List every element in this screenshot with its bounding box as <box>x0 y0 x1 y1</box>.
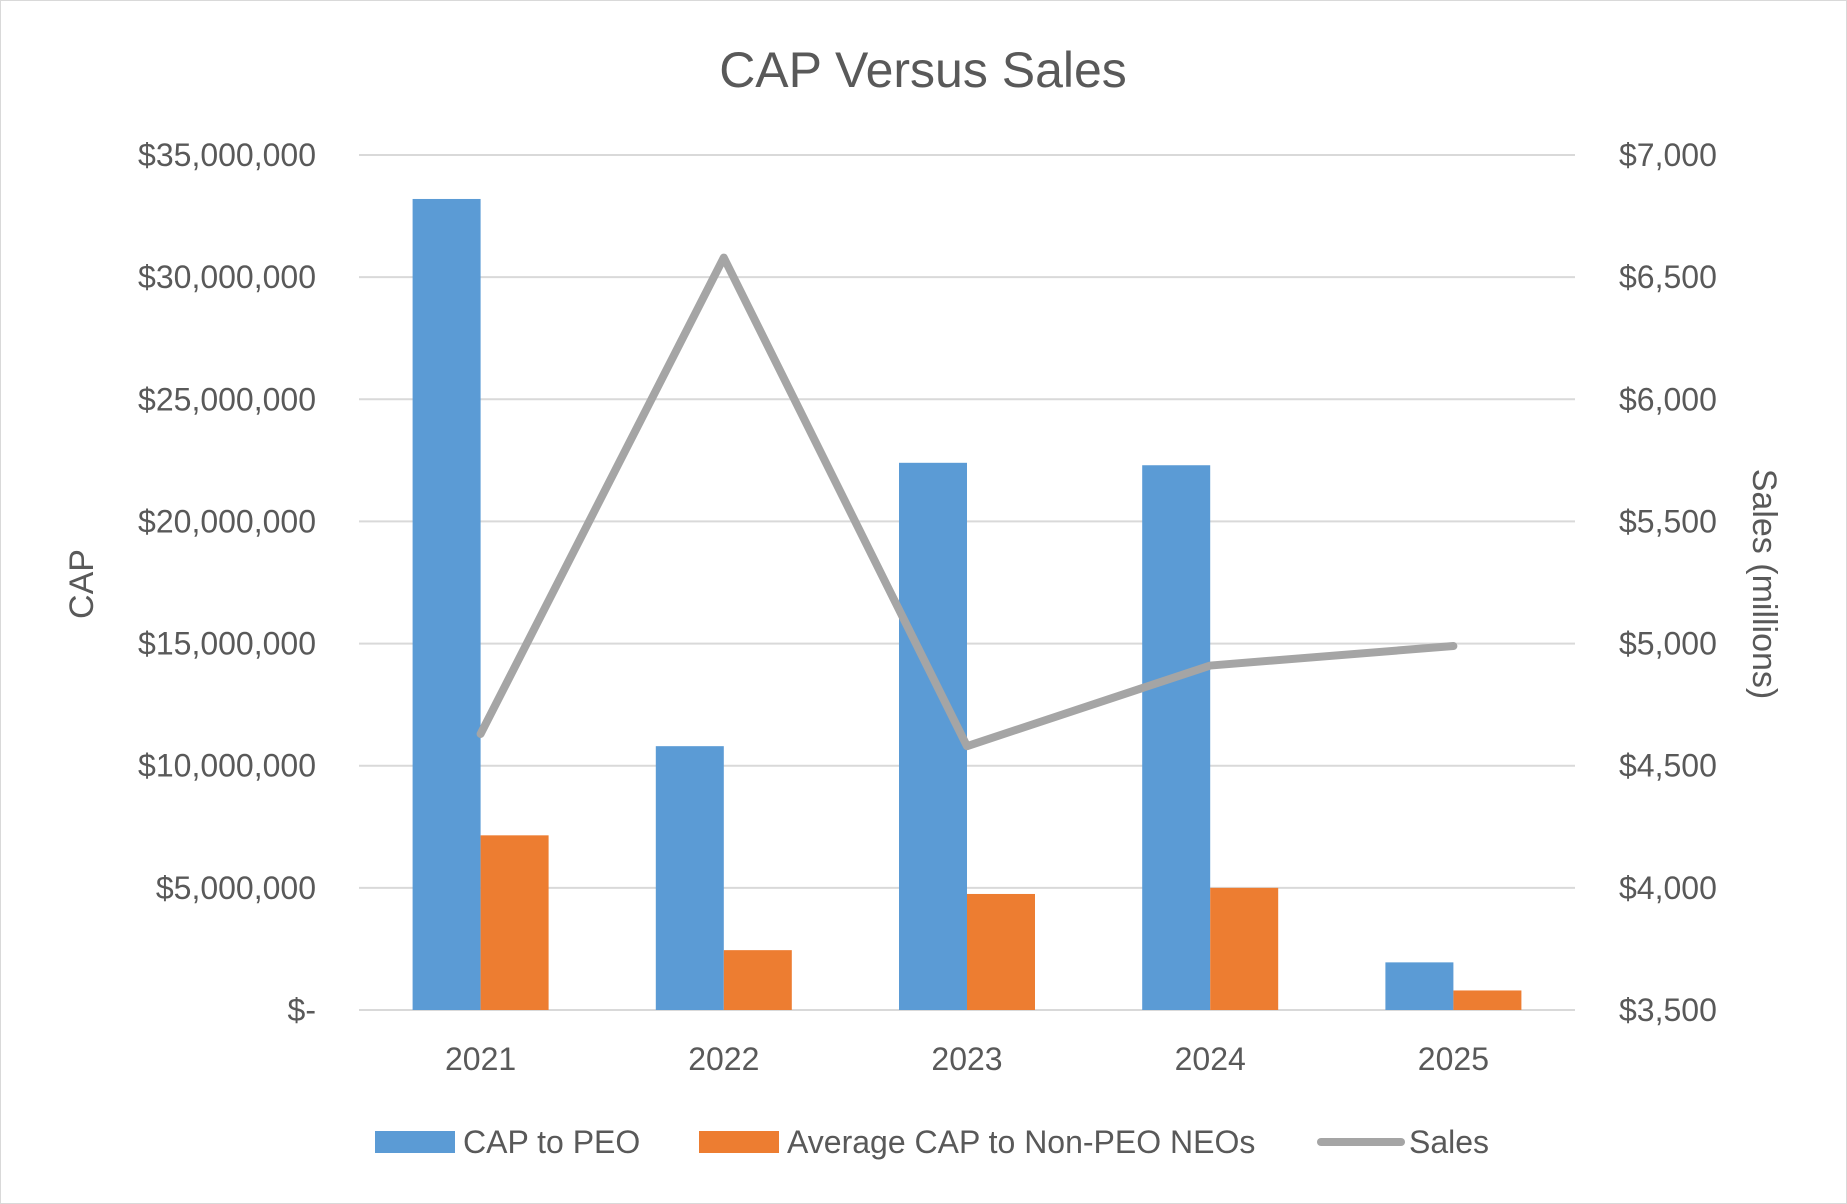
avg-cap-non-peo-bar <box>480 835 549 1010</box>
left-axis-tick-label: $15,000,000 <box>138 626 316 662</box>
right-axis-ticks: $3,500 $4,000 $4,500 $5,000 $5,500 $6,000 $6,5… <box>1619 137 1717 1028</box>
legend-sales-label: Sales <box>1409 1124 1489 1160</box>
bars <box>412 198 1522 1010</box>
right-axis-tick-label: $5,000 <box>1619 626 1717 662</box>
avg-cap-non-peo-bar <box>1210 887 1279 1010</box>
right-axis-tick-label: $4,500 <box>1619 748 1717 784</box>
avg-cap-non-peo-bar <box>967 893 1035 1010</box>
left-axis-tick-label: $35,000,000 <box>138 137 316 173</box>
left-axis-tick-label: $25,000,000 <box>138 381 316 417</box>
x-axis-ticks: 2021 2022 2023 2024 2025 <box>445 1041 1489 1077</box>
cap-to-peo-bar <box>899 462 967 1010</box>
cap-to-peo-bar <box>412 198 481 1010</box>
x-axis-tick-label: 2024 <box>1175 1041 1246 1077</box>
cap-to-peo-bar <box>655 746 724 1010</box>
legend-avg-cap-non-peo-swatch <box>699 1131 779 1153</box>
avg-cap-non-peo-bar <box>1453 990 1522 1010</box>
right-axis-tick-label: $6,000 <box>1619 381 1717 417</box>
x-axis-tick-label: 2021 <box>445 1041 516 1077</box>
legend-cap-to-peo-swatch <box>375 1131 455 1153</box>
right-axis-tick-label: $3,500 <box>1619 992 1717 1028</box>
x-axis-tick-label: 2022 <box>688 1041 759 1077</box>
right-axis-title: Sales (millions) <box>1745 469 1783 700</box>
x-axis-tick-label: 2023 <box>931 1041 1002 1077</box>
cap-to-peo-bar <box>1385 962 1454 1010</box>
left-axis-tick-label: $10,000,000 <box>138 748 316 784</box>
cap-to-peo-bar <box>1142 465 1211 1010</box>
left-axis-ticks: $- $5,000,000 $10,000,000 $15,000,000 $20,00… <box>138 137 316 1028</box>
chart-title: CAP Versus Sales <box>719 42 1127 98</box>
right-axis-tick-label: $6,500 <box>1619 259 1717 295</box>
left-axis-title: CAP <box>63 549 101 619</box>
right-axis-tick-label: $7,000 <box>1619 137 1717 173</box>
legend: CAP to PEO Average CAP to Non-PEO NEOs Sal… <box>375 1124 1489 1160</box>
legend-cap-to-peo-label: CAP to PEO <box>463 1124 640 1160</box>
left-axis-tick-label: $30,000,000 <box>138 259 316 295</box>
left-axis-tick-label: $20,000,000 <box>138 503 316 539</box>
x-axis-tick-label: 2025 <box>1418 1041 1489 1077</box>
sales-line-layer <box>476 253 1458 751</box>
left-axis-tick-label: $5,000,000 <box>156 870 316 906</box>
legend-avg-cap-non-peo-label: Average CAP to Non-PEO NEOs <box>787 1124 1255 1160</box>
right-axis-tick-label: $4,000 <box>1619 870 1717 906</box>
right-axis-tick-label: $5,500 <box>1619 503 1717 539</box>
left-axis-tick-label: $- <box>288 992 316 1028</box>
avg-cap-non-peo-bar <box>723 950 792 1010</box>
